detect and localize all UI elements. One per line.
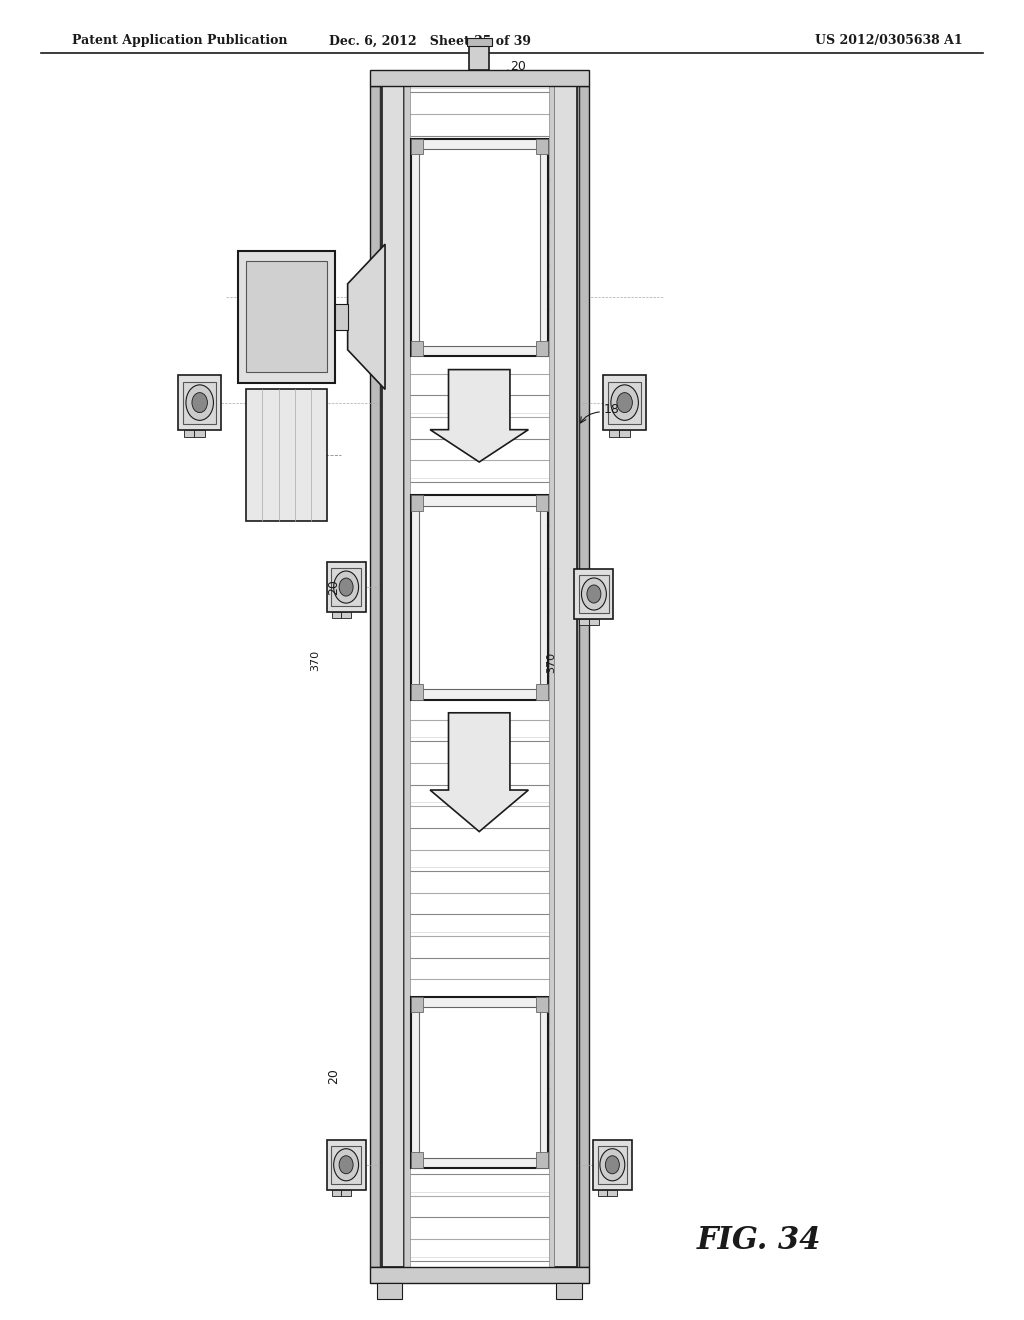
Bar: [239, 251, 336, 383]
Circle shape: [339, 1156, 353, 1173]
Bar: [536, 341, 548, 356]
Bar: [536, 684, 548, 700]
Circle shape: [334, 1148, 358, 1181]
Bar: [183, 381, 216, 424]
Bar: [332, 1146, 360, 1184]
Bar: [589, 619, 599, 626]
Bar: [536, 139, 548, 154]
Bar: [370, 1267, 589, 1283]
Bar: [247, 389, 328, 521]
Bar: [195, 430, 205, 437]
Bar: [332, 568, 360, 606]
Circle shape: [600, 1148, 625, 1181]
Bar: [536, 997, 548, 1012]
Circle shape: [587, 585, 601, 603]
Bar: [332, 1189, 341, 1196]
Bar: [598, 1146, 627, 1184]
Bar: [469, 44, 489, 70]
Bar: [370, 70, 589, 86]
Circle shape: [605, 1156, 620, 1173]
Bar: [582, 570, 607, 607]
Bar: [341, 612, 351, 618]
Bar: [332, 612, 341, 618]
Bar: [556, 1283, 582, 1299]
Bar: [603, 375, 646, 430]
Bar: [411, 1152, 423, 1168]
Circle shape: [582, 578, 606, 610]
Bar: [608, 381, 641, 424]
Circle shape: [339, 578, 353, 597]
Bar: [247, 261, 328, 372]
Bar: [593, 1139, 632, 1189]
Bar: [411, 997, 548, 1168]
Bar: [574, 569, 613, 619]
Bar: [327, 562, 366, 612]
Bar: [178, 375, 221, 430]
Bar: [580, 576, 608, 612]
Bar: [411, 341, 423, 356]
Bar: [382, 86, 404, 1267]
Bar: [380, 86, 386, 1267]
Bar: [411, 495, 548, 700]
Bar: [554, 86, 577, 1267]
Text: 18: 18: [604, 403, 621, 416]
Polygon shape: [348, 244, 385, 389]
Bar: [377, 1283, 402, 1299]
Bar: [598, 1189, 607, 1196]
Bar: [411, 684, 423, 700]
Text: Patent Application Publication: Patent Application Publication: [72, 34, 287, 48]
Bar: [411, 139, 423, 154]
Text: 370: 370: [310, 649, 321, 671]
Circle shape: [616, 392, 633, 413]
Polygon shape: [430, 370, 528, 462]
Bar: [411, 139, 548, 356]
Bar: [370, 86, 380, 1267]
Bar: [327, 1139, 366, 1189]
Bar: [419, 149, 540, 346]
Bar: [411, 997, 423, 1012]
Bar: [580, 619, 589, 626]
Text: Dec. 6, 2012   Sheet 35 of 39: Dec. 6, 2012 Sheet 35 of 39: [329, 34, 531, 48]
Polygon shape: [430, 713, 528, 832]
Bar: [579, 86, 589, 1267]
Text: 20: 20: [510, 59, 526, 73]
Bar: [620, 430, 630, 437]
Circle shape: [611, 385, 638, 420]
Bar: [467, 38, 492, 46]
Text: 20: 20: [328, 1068, 340, 1084]
Text: 370: 370: [546, 652, 556, 673]
Bar: [341, 1189, 351, 1196]
Circle shape: [334, 572, 358, 603]
Circle shape: [186, 385, 213, 420]
Bar: [549, 86, 554, 1267]
Bar: [572, 86, 579, 1267]
Bar: [419, 506, 540, 689]
Circle shape: [191, 392, 208, 413]
Bar: [411, 495, 423, 511]
Bar: [404, 86, 410, 1267]
Bar: [536, 495, 548, 511]
Text: US 2012/0305638 A1: US 2012/0305638 A1: [815, 34, 963, 48]
Bar: [608, 430, 620, 437]
Bar: [336, 304, 348, 330]
Bar: [419, 1007, 540, 1158]
Bar: [536, 1152, 548, 1168]
Text: FIG. 34: FIG. 34: [696, 1225, 821, 1257]
Bar: [607, 1189, 617, 1196]
Bar: [183, 430, 195, 437]
Text: 20: 20: [328, 579, 340, 595]
